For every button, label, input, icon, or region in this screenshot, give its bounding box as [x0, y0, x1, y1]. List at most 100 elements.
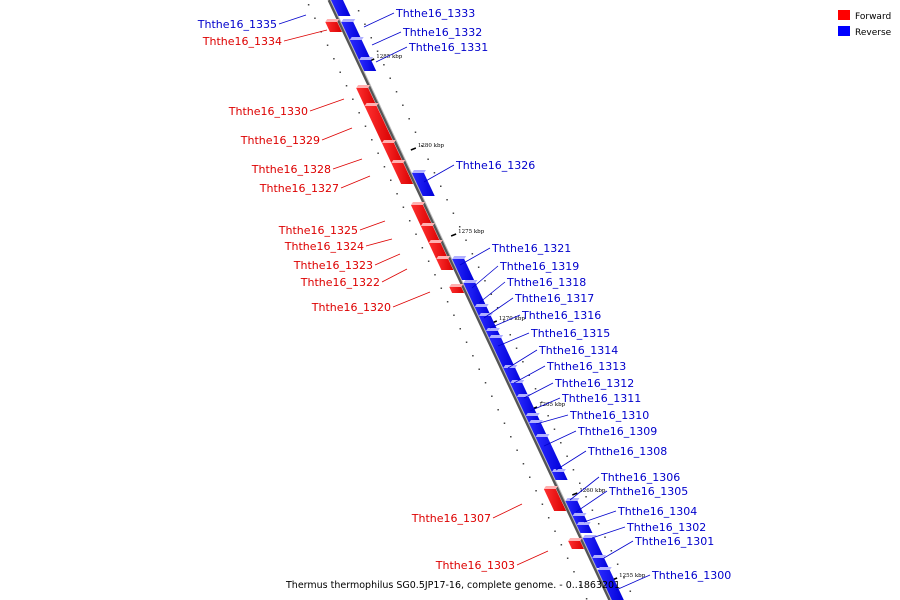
forward-gene — [428, 240, 449, 259]
genome-backbone — [327, 0, 612, 600]
gene-name: Ththe16_1311 — [561, 392, 641, 405]
scale-dot — [370, 37, 373, 39]
gene-top — [341, 19, 356, 22]
scale-dot — [446, 199, 448, 201]
reverse-gene — [489, 335, 516, 368]
gene-top — [349, 37, 364, 40]
scale-dot — [623, 577, 625, 579]
gene-label: Ththe16_1318 — [478, 276, 586, 304]
scale-dot — [459, 328, 462, 330]
leader-line — [359, 220, 386, 231]
gene-label: Ththe16_1311 — [529, 392, 641, 412]
forward-gene — [420, 223, 441, 243]
gene-top — [597, 567, 612, 570]
gene-label: Ththe16_1309 — [543, 425, 657, 447]
gene-top — [410, 202, 425, 205]
scale-dot — [554, 530, 556, 532]
reverse-gene — [349, 37, 372, 60]
gene-body — [364, 106, 394, 143]
gene-label: Ththe16_1317 — [483, 292, 594, 319]
scale-dot — [535, 490, 537, 492]
gene-body — [391, 163, 414, 184]
gene-top — [325, 19, 340, 22]
scale-dot — [452, 212, 455, 214]
scale-dot — [440, 185, 442, 187]
legend-forward-swatch — [838, 10, 850, 20]
gene-label: Ththe16_1334 — [202, 29, 328, 48]
gene-label: Ththe16_1303 — [435, 550, 549, 572]
gene-name: Ththe16_1317 — [514, 292, 594, 305]
gene-body — [449, 287, 465, 293]
gene-label: Ththe16_1324 — [284, 238, 393, 253]
forward-gene — [436, 256, 454, 270]
gene-label: Ththe16_1335 — [197, 14, 307, 31]
gene-name: Ththe16_1333 — [395, 7, 475, 20]
gene-name: Ththe16_1335 — [197, 18, 277, 31]
gene-top — [535, 434, 550, 437]
scale-dot — [376, 50, 379, 52]
scale-dot — [408, 118, 410, 120]
scale-dot — [496, 307, 499, 309]
scale-dot — [484, 382, 487, 384]
gene-name: Ththe16_1307 — [411, 512, 491, 525]
scale-dot — [364, 125, 367, 127]
gene-label: Ththe16_1302 — [591, 521, 706, 539]
gene-top — [364, 103, 379, 106]
scale-dot — [472, 355, 474, 357]
scale-dot — [345, 85, 348, 87]
leader-line — [374, 253, 401, 266]
scale-dot — [560, 442, 562, 444]
gene-body — [516, 397, 538, 416]
gene-body — [325, 22, 342, 32]
scale-dot — [516, 449, 518, 451]
scale-dot — [553, 428, 556, 430]
legend-reverse-label: Reverse — [855, 28, 892, 38]
gene-name: Ththe16_1327 — [259, 182, 339, 195]
leader-line — [392, 291, 431, 308]
leader-line — [363, 12, 395, 28]
scale-dot — [465, 239, 467, 241]
gene-label: Ththe16_1323 — [293, 253, 401, 272]
gene-name: Ththe16_1318 — [506, 276, 586, 289]
scale-dot — [314, 17, 316, 19]
scale-dot — [591, 509, 594, 511]
gene-label: Ththe16_1326 — [423, 159, 535, 183]
gene-body — [535, 437, 564, 472]
gene-name: Ththe16_1309 — [577, 425, 657, 438]
leader-line — [523, 382, 554, 399]
leader-line — [603, 540, 634, 559]
reverse-gene — [551, 469, 568, 480]
gene-body — [528, 423, 548, 437]
gene-label: Ththe16_1320 — [311, 291, 431, 314]
gene-body — [436, 259, 454, 270]
gene-name: Ththe16_1301 — [634, 535, 714, 548]
scale-dot — [458, 226, 461, 228]
scale-dot — [616, 563, 619, 565]
leader-line — [575, 490, 608, 513]
reverse-gene — [478, 313, 498, 331]
scale-dot — [585, 598, 588, 600]
scale-dot — [414, 131, 417, 133]
scale-dot — [377, 152, 379, 154]
leader-line — [555, 450, 587, 471]
gene-name: Ththe16_1332 — [402, 26, 482, 39]
scale-dot — [515, 347, 518, 349]
gene-name: Ththe16_1315 — [530, 327, 610, 340]
gene-name: Ththe16_1334 — [202, 35, 282, 48]
gene-label: Ththe16_1330 — [228, 98, 345, 118]
gene-name: Ththe16_1324 — [284, 240, 364, 253]
reverse-gene — [359, 57, 377, 71]
scale-dot — [522, 463, 525, 465]
reverse-gene — [597, 567, 624, 600]
scale-dot — [339, 71, 341, 73]
tick-label: 1260 kbp — [579, 488, 606, 494]
scale-dot — [396, 193, 398, 195]
scale-dot — [547, 517, 550, 519]
scale-dot — [534, 388, 537, 390]
gene-label: Ththe16_1305 — [575, 485, 688, 513]
gene-top — [391, 160, 406, 163]
forward-gene — [391, 160, 414, 184]
kbp-ticks: 1285 kbp 1280 kbp 1275 kbp 1270 kbp 1265 kbp… — [368, 54, 646, 581]
leader-line — [591, 526, 626, 539]
